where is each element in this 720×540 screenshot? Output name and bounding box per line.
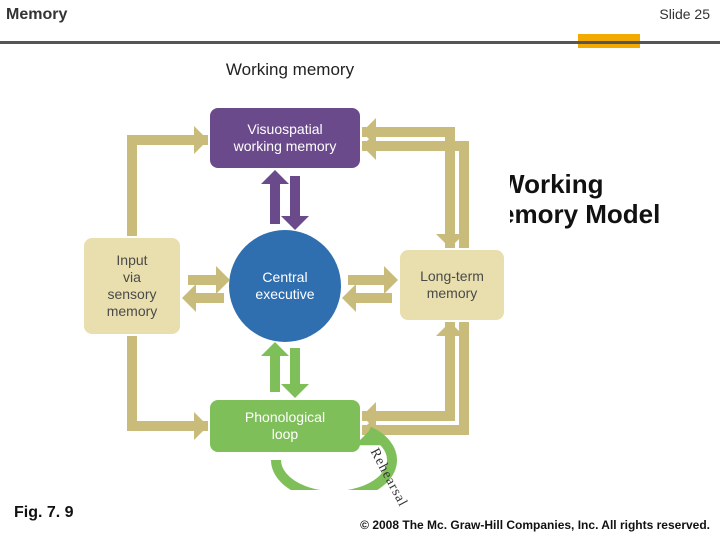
rehearsal-label: Rehearsal (366, 446, 410, 510)
diagram-title: Working memory (70, 60, 510, 80)
header: Memory Slide 25 (0, 0, 720, 32)
working-memory-diagram: Working memory Visuospatialworking memor… (70, 60, 510, 490)
slide-title: Working emory Model (500, 170, 660, 230)
copyright-text: © 2008 The Mc. Graw-Hill Companies, Inc.… (360, 518, 710, 532)
node-visuospatial: Visuospatialworking memory (210, 108, 360, 168)
chapter-title: Memory (6, 6, 67, 24)
slide-number: Slide 25 (659, 6, 710, 22)
slide-title-line1: Working (500, 169, 604, 199)
node-central-executive: Centralexecutive (229, 230, 341, 342)
node-input: Inputviasensorymemory (84, 238, 180, 334)
slide: Memory Slide 25 Working emory Model Work… (0, 0, 720, 540)
node-phonological-loop: Phonologicalloop (210, 400, 360, 452)
node-long-term: Long-termmemory (400, 250, 504, 320)
slide-title-line2: emory Model (500, 199, 660, 229)
figure-label: Fig. 7. 9 (14, 504, 74, 522)
accent-line (0, 41, 720, 44)
